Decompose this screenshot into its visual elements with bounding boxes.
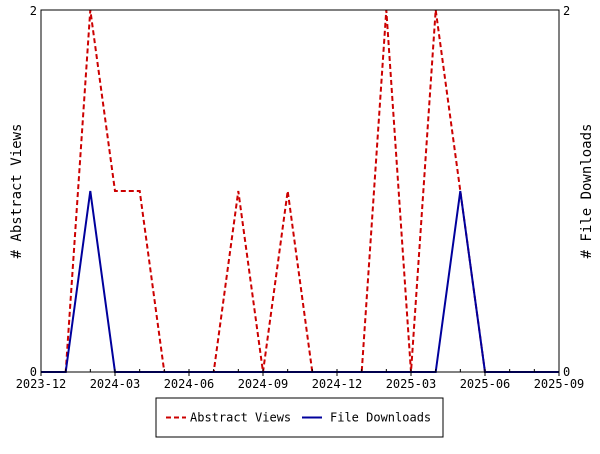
x-tick-label: 2024-06 — [164, 377, 215, 391]
axes: 2023-12 2024-03 2024-06 2024-09 2024-12 2025-… — [9, 4, 595, 391]
y-tick-label-left: 2 — [30, 4, 37, 18]
x-tick-label: 2025-06 — [460, 377, 511, 391]
plot-frame — [40, 9, 560, 373]
x-tick-label: 2024-03 — [90, 377, 141, 391]
x-tick-label: 2024-09 — [238, 377, 289, 391]
x-tick-label: 2024-12 — [312, 377, 363, 391]
y-axis-label-right: # File Downloads — [579, 124, 595, 259]
legend-box — [155, 397, 444, 438]
legend-label: Abstract Views — [190, 411, 291, 425]
y-tick-label-left: 0 — [30, 365, 37, 379]
y-tick-label-right: 0 — [563, 365, 570, 379]
series-line-abstract-views — [41, 9, 559, 373]
x-tick-label: 2025-09 — [534, 377, 585, 391]
x-tick-label: 2023-12 — [16, 377, 67, 391]
y-tick-label-right: 2 — [563, 4, 570, 18]
plot-area — [41, 9, 559, 373]
x-tick-label: 2025-03 — [386, 377, 437, 391]
legend: Abstract Views File Downloads — [155, 397, 444, 438]
y-axis-label-left: # Abstract Views — [9, 124, 25, 259]
legend-label: File Downloads — [330, 411, 431, 425]
